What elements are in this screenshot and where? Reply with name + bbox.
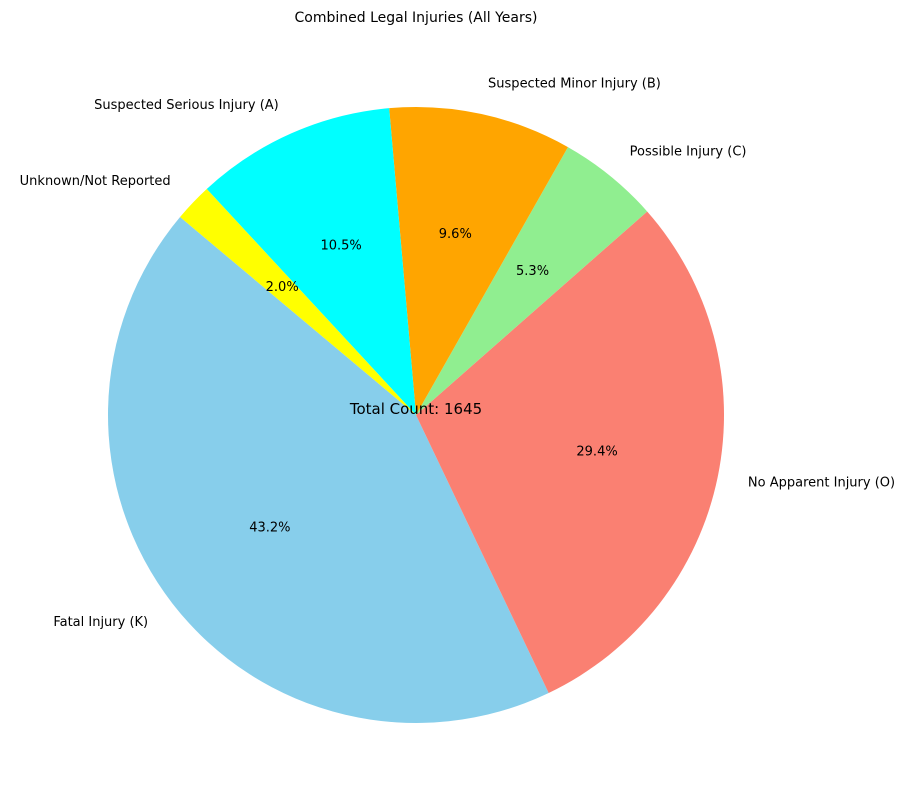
slice-percent-label: 2.0% — [266, 280, 299, 295]
pie-slices — [108, 107, 724, 723]
slice-label: Suspected Serious Injury (A) — [94, 98, 279, 113]
slice-labels: Fatal Injury (K) No Apparent Injury (O) Po… — [20, 76, 895, 630]
slice-label: Fatal Injury (K) — [53, 615, 148, 630]
slice-label: Unknown/Not Reported — [20, 174, 171, 189]
slice-suspected-serious-injury-a — [206, 108, 416, 416]
slice-no-apparent-injury-o — [416, 211, 724, 693]
slice-label: Possible Injury (C) — [630, 145, 747, 160]
slice-percent-label: 5.3% — [516, 264, 549, 279]
slice-suspected-minor-injury-b — [389, 107, 568, 416]
slice-unknown-not-reported — [180, 189, 416, 415]
slice-percent-label: 43.2% — [249, 521, 290, 536]
total-count-label: Total Count: 1645 — [349, 400, 482, 418]
slice-percent-label: 29.4% — [576, 445, 617, 460]
chart-title: Combined Legal Injuries (All Years) — [295, 10, 538, 26]
slice-percent-label: 9.6% — [439, 227, 472, 242]
slice-percent-label: 10.5% — [320, 239, 361, 254]
slice-label: No Apparent Injury (O) — [748, 475, 895, 490]
percent-labels: 43.2% 29.4% 5.3% 9.6% 10.5% 2.0% — [249, 227, 617, 536]
slice-possible-injury-c — [416, 147, 648, 415]
slice-label: Suspected Minor Injury (B) — [488, 76, 661, 91]
slice-fatal-injury-k — [108, 217, 549, 723]
